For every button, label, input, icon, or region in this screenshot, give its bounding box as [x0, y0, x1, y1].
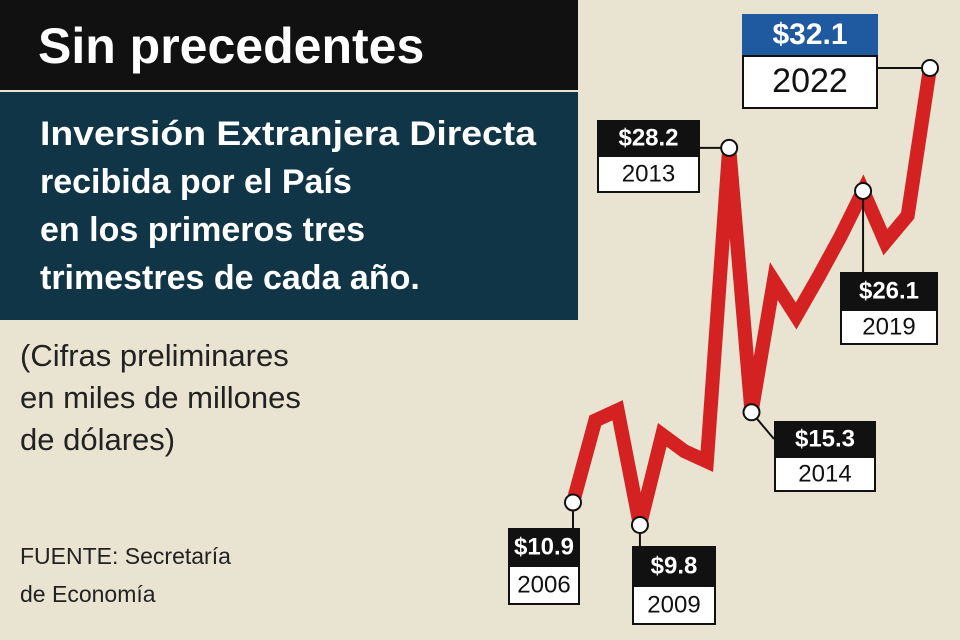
value-label: $9.8	[651, 552, 698, 579]
source-line: de Economía	[20, 581, 156, 607]
title: Sin precedentes	[38, 18, 424, 74]
value-box	[774, 421, 876, 457]
year-label: 2019	[862, 313, 915, 340]
year-label: 2014	[798, 460, 851, 487]
value-box	[632, 546, 716, 586]
year-box	[742, 55, 878, 109]
point	[630, 516, 649, 534]
value-label: $15.3	[795, 425, 855, 452]
year-box	[508, 565, 580, 605]
note-line: en miles de millones	[20, 380, 301, 415]
note-line: (Cifras preliminares	[20, 338, 289, 373]
source-line: FUENTE: Secretaría	[20, 543, 231, 569]
value-label: $10.9	[514, 533, 574, 560]
point	[742, 403, 761, 422]
year-box	[774, 456, 876, 492]
subtitle-line: recibida por el País	[40, 163, 352, 201]
point	[564, 493, 582, 512]
year-label: 2022	[772, 62, 848, 100]
note-line: de dólares)	[20, 422, 175, 457]
year-box	[597, 155, 700, 193]
year-label: 2006	[517, 571, 570, 598]
value-box	[742, 14, 878, 56]
point	[720, 138, 739, 157]
subtitle-line: trimestres de cada año.	[40, 259, 420, 297]
year-box	[840, 309, 938, 345]
value-box	[508, 528, 580, 566]
year-label: 2009	[647, 591, 700, 618]
value-label: $26.1	[859, 277, 919, 304]
year-box	[632, 585, 716, 625]
year-label: 2013	[622, 160, 675, 187]
value-label: $32.1	[772, 18, 847, 51]
point	[921, 59, 939, 77]
value-box	[597, 120, 700, 156]
subtitle-line: en los primeros tres	[40, 211, 365, 249]
subtitle-line: Inversión Extranjera Directa	[40, 115, 537, 153]
value-label: $28.2	[618, 124, 678, 151]
value-box	[840, 272, 938, 310]
subtitle-box	[0, 92, 578, 320]
title-box	[0, 0, 578, 90]
point	[854, 181, 873, 200]
